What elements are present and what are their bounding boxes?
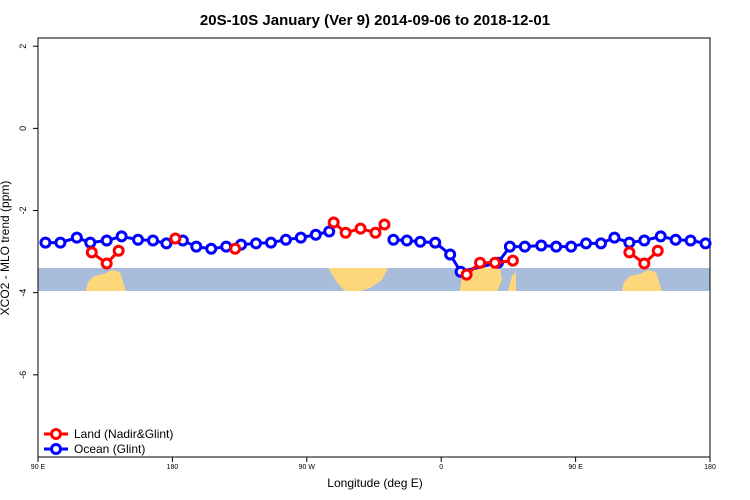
- data-point: [229, 242, 242, 255]
- data-point: [684, 234, 697, 247]
- data-point: [518, 240, 531, 253]
- data-point: [608, 231, 621, 244]
- series: [85, 216, 664, 281]
- data-point: [535, 239, 548, 252]
- data-point: [70, 231, 83, 244]
- y-axis-label: XCO2 - MLO trend (ppm): [0, 181, 12, 316]
- data-point: [309, 228, 322, 241]
- x-tick-label: 90 E: [568, 464, 583, 471]
- data-point: [550, 240, 563, 253]
- x-tick-label: 0: [439, 464, 443, 471]
- legend-marker: [50, 443, 62, 455]
- data-point: [414, 235, 427, 248]
- data-point: [132, 233, 145, 246]
- land-madagascar: [508, 272, 516, 291]
- x-tick-label: 90 E: [31, 464, 46, 471]
- data-point: [654, 230, 667, 243]
- data-point: [112, 244, 125, 257]
- data-point: [503, 240, 516, 253]
- data-point: [387, 233, 400, 246]
- land-australia: [86, 270, 126, 291]
- data-point: [474, 256, 487, 269]
- data-point: [169, 232, 182, 245]
- data-point: [323, 225, 336, 238]
- data-point: [638, 257, 651, 270]
- data-point: [250, 237, 263, 250]
- data-point: [146, 234, 159, 247]
- map-strip: [38, 268, 710, 291]
- data-point: [594, 237, 607, 250]
- data-point: [160, 237, 173, 250]
- data-point: [115, 230, 128, 243]
- data-point: [444, 248, 457, 261]
- y-tick-label: -6: [18, 371, 28, 379]
- data-point: [54, 236, 67, 249]
- data-point: [699, 237, 712, 250]
- data-point: [205, 242, 218, 255]
- x-tick-label: 180: [167, 464, 179, 471]
- data-point: [100, 234, 113, 247]
- x-tick-label: 90 W: [299, 464, 316, 471]
- data-point: [400, 234, 413, 247]
- plot-frame: [37, 37, 711, 458]
- y-tick-label: -2: [18, 207, 28, 215]
- data-point: [264, 236, 277, 249]
- legend-label: Land (Nadir&Glint): [74, 427, 173, 441]
- data-point: [327, 216, 340, 229]
- data-point: [623, 246, 636, 259]
- x-tick-label: 180: [704, 464, 716, 471]
- legend-label: Ocean (Glint): [74, 442, 145, 456]
- data-point: [638, 234, 651, 247]
- data-point: [580, 237, 593, 250]
- data-point: [565, 240, 578, 253]
- chart-title: 20S-10S January (Ver 9) 2014-09-06 to 20…: [200, 12, 550, 29]
- data-point: [506, 254, 519, 267]
- y-tick-label: -4: [18, 289, 28, 297]
- data-point: [339, 226, 352, 239]
- data-point: [623, 236, 636, 249]
- data-point: [460, 268, 473, 281]
- data-point: [84, 236, 97, 249]
- land-south-america: [328, 268, 388, 291]
- data-point: [100, 257, 113, 270]
- y-tick-label: 0: [18, 126, 28, 131]
- data-point: [354, 222, 367, 235]
- data-point: [378, 218, 391, 231]
- data-point: [669, 233, 682, 246]
- data-point: [429, 236, 442, 249]
- data-point: [190, 240, 203, 253]
- data-point: [651, 244, 664, 257]
- data-point: [488, 256, 501, 269]
- land-australia: [622, 270, 662, 291]
- data-point: [85, 246, 98, 259]
- y-tick-label: 2: [18, 44, 28, 49]
- data-point: [279, 233, 292, 246]
- legend-marker: [50, 428, 62, 440]
- data-point: [39, 236, 52, 249]
- series: [39, 225, 712, 278]
- x-axis-label: Longitude (deg E): [327, 476, 422, 490]
- data-point: [294, 231, 307, 244]
- data-point: [369, 226, 382, 239]
